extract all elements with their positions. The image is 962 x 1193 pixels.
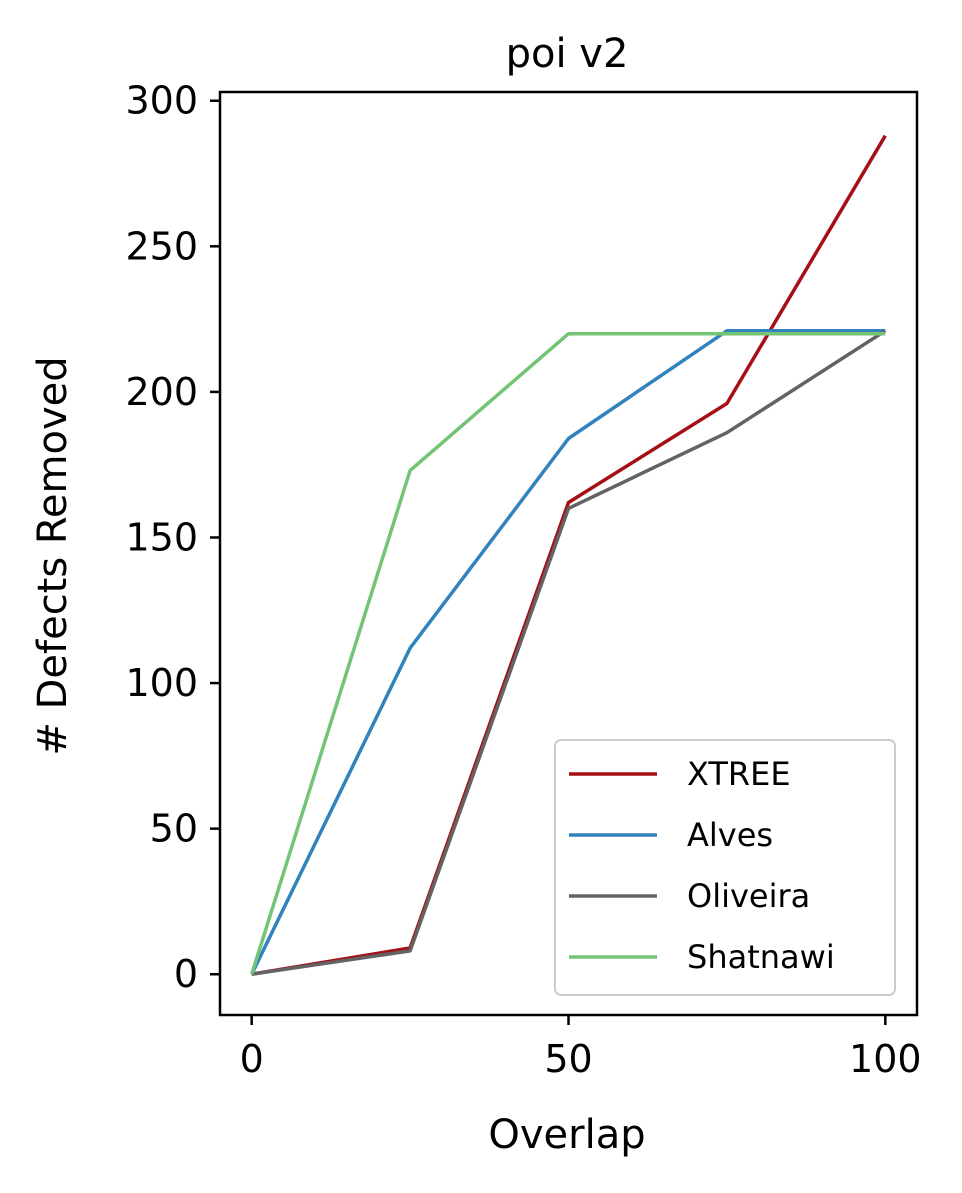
x-tick-label: 100 — [849, 1037, 922, 1081]
series-line-oliveira — [251, 329, 887, 976]
legend: XTREE Alves Oliveira Shatnawi — [554, 739, 896, 996]
legend-label: Alves — [687, 816, 773, 854]
series-line-xtree — [251, 134, 887, 976]
legend-label: Shatnawi — [687, 938, 835, 976]
y-tick-label: 150 — [125, 515, 198, 559]
plot-area — [250, 134, 887, 976]
x-tick-label: 0 — [240, 1037, 264, 1081]
y-tick-label: 50 — [150, 807, 198, 851]
x-tick-label: 50 — [544, 1037, 592, 1081]
y-tick-label: 0 — [174, 952, 198, 996]
y-tick-label: 250 — [125, 224, 198, 268]
chart-title: poi v2 — [506, 31, 629, 77]
series-line-alves — [250, 329, 886, 975]
y-tick-label: 200 — [125, 370, 198, 414]
series-line-shatnawi — [250, 331, 886, 975]
axes: 0 50 100 0 50 100 150 200 250 300 — [125, 79, 921, 1081]
legend-box — [554, 739, 896, 996]
legend-label: XTREE — [687, 755, 791, 793]
y-axis-title: # Defects Removed — [30, 356, 76, 755]
legend-label: Oliveira — [687, 877, 810, 915]
y-tick-label: 300 — [125, 79, 198, 123]
y-tick-label: 100 — [125, 661, 198, 705]
x-axis-title: Overlap — [488, 1112, 645, 1158]
